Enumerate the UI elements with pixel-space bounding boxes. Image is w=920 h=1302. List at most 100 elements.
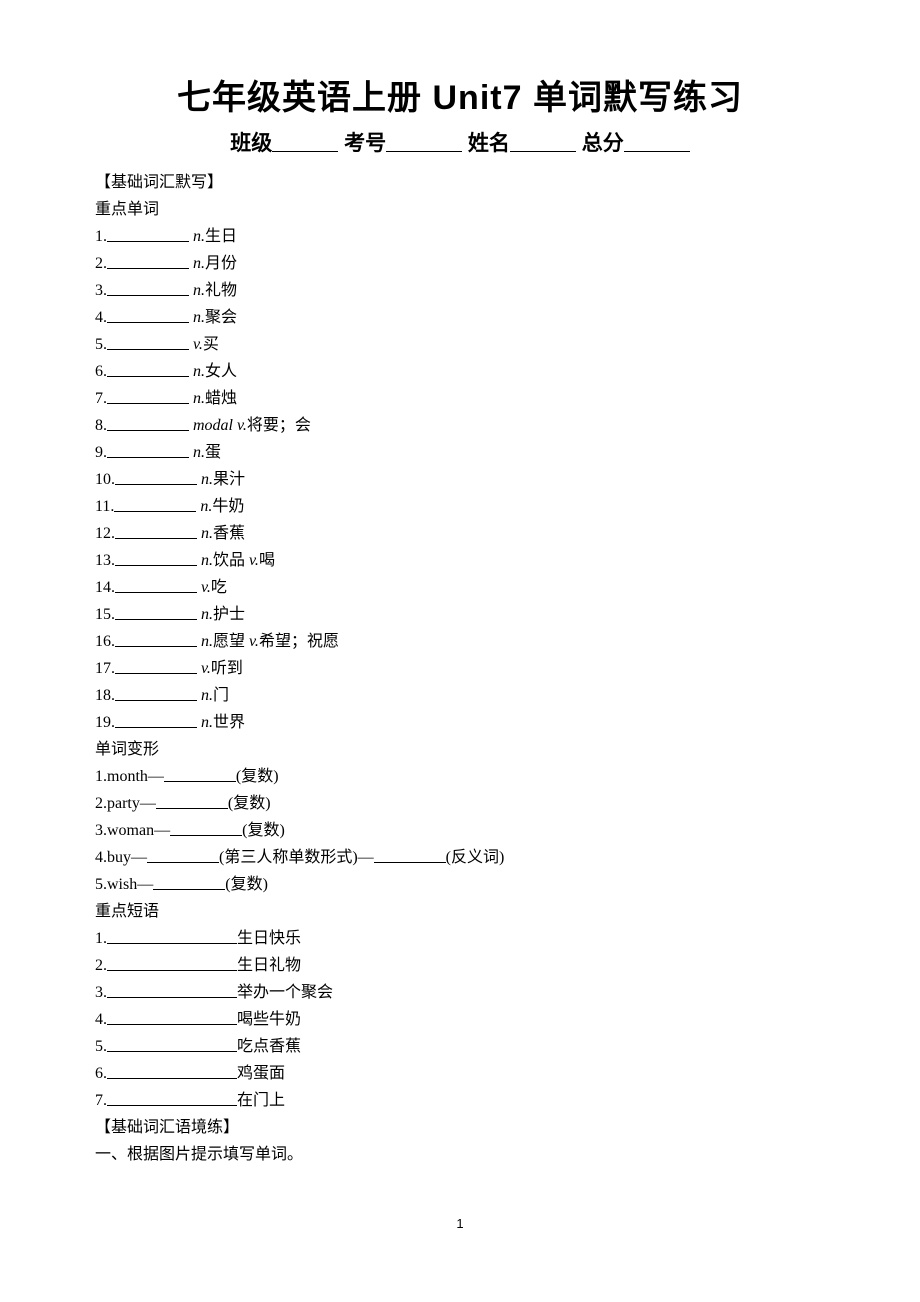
word-item: 14. v.吃	[95, 574, 825, 601]
blank-answer[interactable]	[115, 685, 197, 701]
item-number: 10.	[95, 471, 115, 488]
item-number: 11.	[95, 498, 114, 515]
definition: 护士	[213, 606, 245, 623]
page-number: 1	[95, 1216, 825, 1231]
word-item: 5. v.买	[95, 331, 825, 358]
definition: 在门上	[237, 1092, 285, 1109]
blank-class[interactable]	[272, 131, 338, 152]
definition: 聚会	[205, 309, 237, 326]
blank-answer[interactable]	[107, 928, 237, 944]
blank-answer[interactable]	[170, 820, 242, 836]
item-number: 4.	[95, 1011, 107, 1028]
word-item: 9. n.蛋	[95, 439, 825, 466]
word-item: 1. n.生日	[95, 223, 825, 250]
part-of-speech: n.	[193, 255, 205, 272]
part-of-speech: n.	[201, 552, 213, 569]
form-item: 3.woman—(复数)	[95, 817, 825, 844]
blank-answer-2[interactable]	[374, 847, 446, 863]
blank-answer[interactable]	[153, 874, 225, 890]
item-number: 9.	[95, 444, 107, 461]
blank-answer[interactable]	[114, 496, 196, 512]
definition: 女人	[205, 363, 237, 380]
definition: 听到	[211, 660, 243, 677]
blank-answer[interactable]	[107, 415, 189, 431]
hint: (复数)	[225, 876, 268, 893]
blank-answer[interactable]	[107, 442, 189, 458]
blank-answer[interactable]	[107, 361, 189, 377]
exercise-1-instruction: 一、根据图片提示填写单词。	[95, 1141, 825, 1168]
blank-answer[interactable]	[115, 631, 197, 647]
section-basic-vocab: 【基础词汇默写】	[95, 169, 825, 196]
part-of-speech-2: v.	[249, 552, 259, 569]
word-item: 3. n.礼物	[95, 277, 825, 304]
base-word: buy—	[107, 849, 147, 866]
definition: 生日礼物	[237, 957, 301, 974]
item-number: 4.	[95, 849, 107, 866]
definition: 买	[203, 336, 219, 353]
blank-answer[interactable]	[107, 307, 189, 323]
blank-answer[interactable]	[107, 1090, 237, 1106]
blank-answer[interactable]	[107, 334, 189, 350]
word-item: 7. n.蜡烛	[95, 385, 825, 412]
blank-answer[interactable]	[147, 847, 219, 863]
definition: 蜡烛	[205, 390, 237, 407]
part-of-speech: n.	[201, 525, 213, 542]
hint: (复数)	[228, 795, 271, 812]
item-number: 2.	[95, 255, 107, 272]
blank-total[interactable]	[624, 131, 690, 152]
blank-answer[interactable]	[107, 1036, 237, 1052]
definition: 举办一个聚会	[237, 984, 333, 1001]
blank-answer[interactable]	[107, 982, 237, 998]
blank-answer[interactable]	[164, 766, 236, 782]
item-number: 6.	[95, 363, 107, 380]
phrase-item: 2. 生日礼物	[95, 952, 825, 979]
item-number: 4.	[95, 309, 107, 326]
part-of-speech: v.	[201, 660, 211, 677]
blank-answer[interactable]	[115, 469, 197, 485]
blank-answer[interactable]	[107, 280, 189, 296]
label-name: 姓名	[468, 132, 510, 155]
part-of-speech: n.	[193, 390, 205, 407]
part-of-speech: n.	[201, 471, 213, 488]
blank-answer[interactable]	[107, 253, 189, 269]
base-word: month—	[107, 768, 164, 785]
part-of-speech: v.	[201, 579, 211, 596]
blank-name[interactable]	[510, 131, 576, 152]
blank-answer[interactable]	[115, 712, 197, 728]
base-word: party—	[107, 795, 156, 812]
blank-answer[interactable]	[107, 955, 237, 971]
item-number: 12.	[95, 525, 115, 542]
word-item: 16. n.愿望 v.希望；祝愿	[95, 628, 825, 655]
definition: 礼物	[205, 282, 237, 299]
item-number: 1.	[95, 768, 107, 785]
blank-answer[interactable]	[115, 577, 197, 593]
word-item: 8. modal v.将要；会	[95, 412, 825, 439]
definition: 世界	[213, 714, 245, 731]
phrase-item: 3.举办一个聚会	[95, 979, 825, 1006]
hint: (复数)	[242, 822, 285, 839]
definition: 饮品	[213, 552, 245, 569]
word-item: 13. n.饮品 v.喝	[95, 547, 825, 574]
blank-answer[interactable]	[115, 658, 197, 674]
blank-answer[interactable]	[107, 1009, 237, 1025]
label-examno: 考号	[344, 132, 386, 155]
definition: 愿望	[213, 633, 245, 650]
blank-answer[interactable]	[156, 793, 228, 809]
item-number: 2.	[95, 957, 107, 974]
blank-answer[interactable]	[115, 550, 197, 566]
item-number: 17.	[95, 660, 115, 677]
blank-answer[interactable]	[107, 1063, 237, 1079]
part-of-speech: n.	[200, 498, 212, 515]
phrase-item: 1.生日快乐	[95, 925, 825, 952]
blank-answer[interactable]	[107, 388, 189, 404]
blank-answer[interactable]	[107, 226, 189, 242]
blank-answer[interactable]	[115, 604, 197, 620]
item-number: 16.	[95, 633, 115, 650]
word-item: 19. n.世界	[95, 709, 825, 736]
item-number: 5.	[95, 1038, 107, 1055]
blank-examno[interactable]	[386, 131, 462, 152]
hint-2: (反义词)	[446, 849, 505, 866]
blank-answer[interactable]	[115, 523, 197, 539]
form-item: 2.party—(复数)	[95, 790, 825, 817]
phrase-item: 6.鸡蛋面	[95, 1060, 825, 1087]
